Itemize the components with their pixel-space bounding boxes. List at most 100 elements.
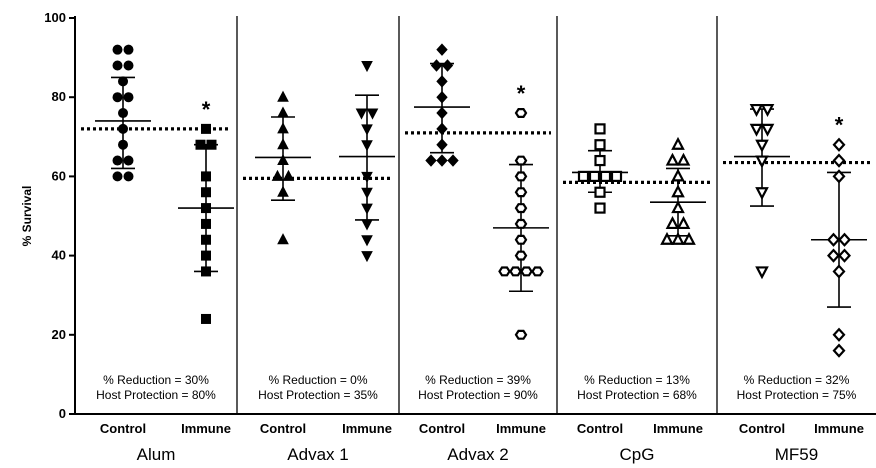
- data-point: [436, 154, 448, 167]
- annotation-text: Host Protection = 75%: [737, 388, 857, 402]
- data-point: [201, 171, 211, 182]
- data-point: [201, 266, 211, 277]
- data-point: [277, 106, 289, 118]
- data-point: [277, 153, 289, 166]
- data-point: [594, 123, 606, 135]
- data-point: [112, 171, 123, 182]
- data-point: [671, 200, 685, 214]
- data-point: [832, 153, 846, 168]
- axes: 0 20 40 60 80 100: [44, 10, 876, 421]
- data-point: [514, 218, 528, 229]
- data-point: [498, 266, 511, 277]
- data-point: [201, 313, 211, 324]
- data-point: [430, 59, 443, 72]
- data-point: [514, 234, 528, 245]
- data-point: [201, 203, 211, 214]
- data-point: [123, 60, 134, 71]
- category-label: Control: [577, 421, 623, 436]
- data-point: [118, 123, 128, 134]
- data-point: [749, 123, 764, 137]
- data-point: [366, 108, 379, 120]
- data-point: [514, 203, 528, 214]
- category-label: Immune: [496, 421, 546, 436]
- data-point: [277, 122, 289, 134]
- data-point: [665, 216, 680, 230]
- y-tick-label: 20: [52, 327, 66, 342]
- data-point: [277, 138, 289, 150]
- groups: Alum % Reduction = 30%Host Protection = 8…: [81, 16, 870, 464]
- data-point: [594, 202, 606, 214]
- data-point: [436, 106, 448, 120]
- data-point: [361, 61, 373, 73]
- annotation-text: % Reduction = 13%: [584, 373, 690, 387]
- data-point: [123, 92, 134, 103]
- data-point: [514, 171, 528, 182]
- category-label: Control: [419, 421, 465, 436]
- data-point: [755, 139, 769, 153]
- data-point: [832, 137, 846, 152]
- data-point: [838, 232, 851, 247]
- data-point: [671, 136, 685, 150]
- data-point: [755, 266, 769, 280]
- data-point: [118, 139, 128, 150]
- data-point: [361, 203, 373, 215]
- data-point: [361, 219, 373, 231]
- data-point: [436, 90, 448, 104]
- data-point: [514, 107, 528, 119]
- data-point: [760, 103, 775, 117]
- data-point: [514, 187, 528, 198]
- y-tick-label: 80: [52, 89, 66, 104]
- annotation-text: Host Protection = 90%: [418, 388, 538, 402]
- data-point: [832, 327, 846, 342]
- data-point: [277, 185, 289, 197]
- data-point: [361, 187, 373, 199]
- data-point: [682, 231, 696, 245]
- data-point: [671, 231, 685, 245]
- data-point: [660, 231, 674, 245]
- group-label: Alum: [137, 445, 176, 464]
- data-point: [123, 155, 134, 166]
- data-point: [588, 170, 601, 182]
- data-point: [594, 186, 606, 198]
- significance-star: *: [835, 113, 844, 138]
- data-point: [112, 155, 123, 166]
- data-point: [447, 154, 459, 167]
- data-point: [112, 92, 123, 103]
- group-label: MF59: [775, 445, 818, 464]
- significance-star: *: [517, 81, 526, 106]
- category-label: Immune: [814, 421, 864, 436]
- data-point: [206, 139, 217, 150]
- data-point: [201, 123, 211, 134]
- data-point: [355, 108, 368, 120]
- data-point: [832, 169, 846, 184]
- data-point: [676, 152, 691, 166]
- y-tick-label: 0: [59, 406, 66, 421]
- category-label: Control: [260, 421, 306, 436]
- data-point: [514, 155, 528, 166]
- data-point: [118, 76, 128, 87]
- data-point: [361, 140, 373, 152]
- data-point: [436, 122, 448, 136]
- data-point: [201, 234, 211, 245]
- data-point: [671, 184, 685, 198]
- data-point: [436, 43, 448, 56]
- data-point: [594, 139, 606, 151]
- data-point: [749, 103, 764, 117]
- data-point: [838, 248, 851, 263]
- category-label: Immune: [653, 421, 703, 436]
- data-point: [676, 216, 691, 230]
- category-label: Immune: [181, 421, 231, 436]
- data-point: [671, 168, 685, 182]
- data-point: [282, 169, 295, 181]
- data-point: [509, 266, 522, 277]
- data-marks: * * *: [95, 43, 867, 358]
- data-point: [441, 59, 454, 72]
- y-tick-label: 100: [44, 10, 66, 25]
- significance-star: *: [202, 97, 211, 122]
- data-point: [827, 232, 840, 247]
- data-point: [201, 250, 211, 261]
- data-point: [118, 108, 128, 119]
- data-point: [665, 152, 680, 166]
- annotation-text: Host Protection = 68%: [577, 388, 697, 402]
- data-point: [361, 124, 373, 136]
